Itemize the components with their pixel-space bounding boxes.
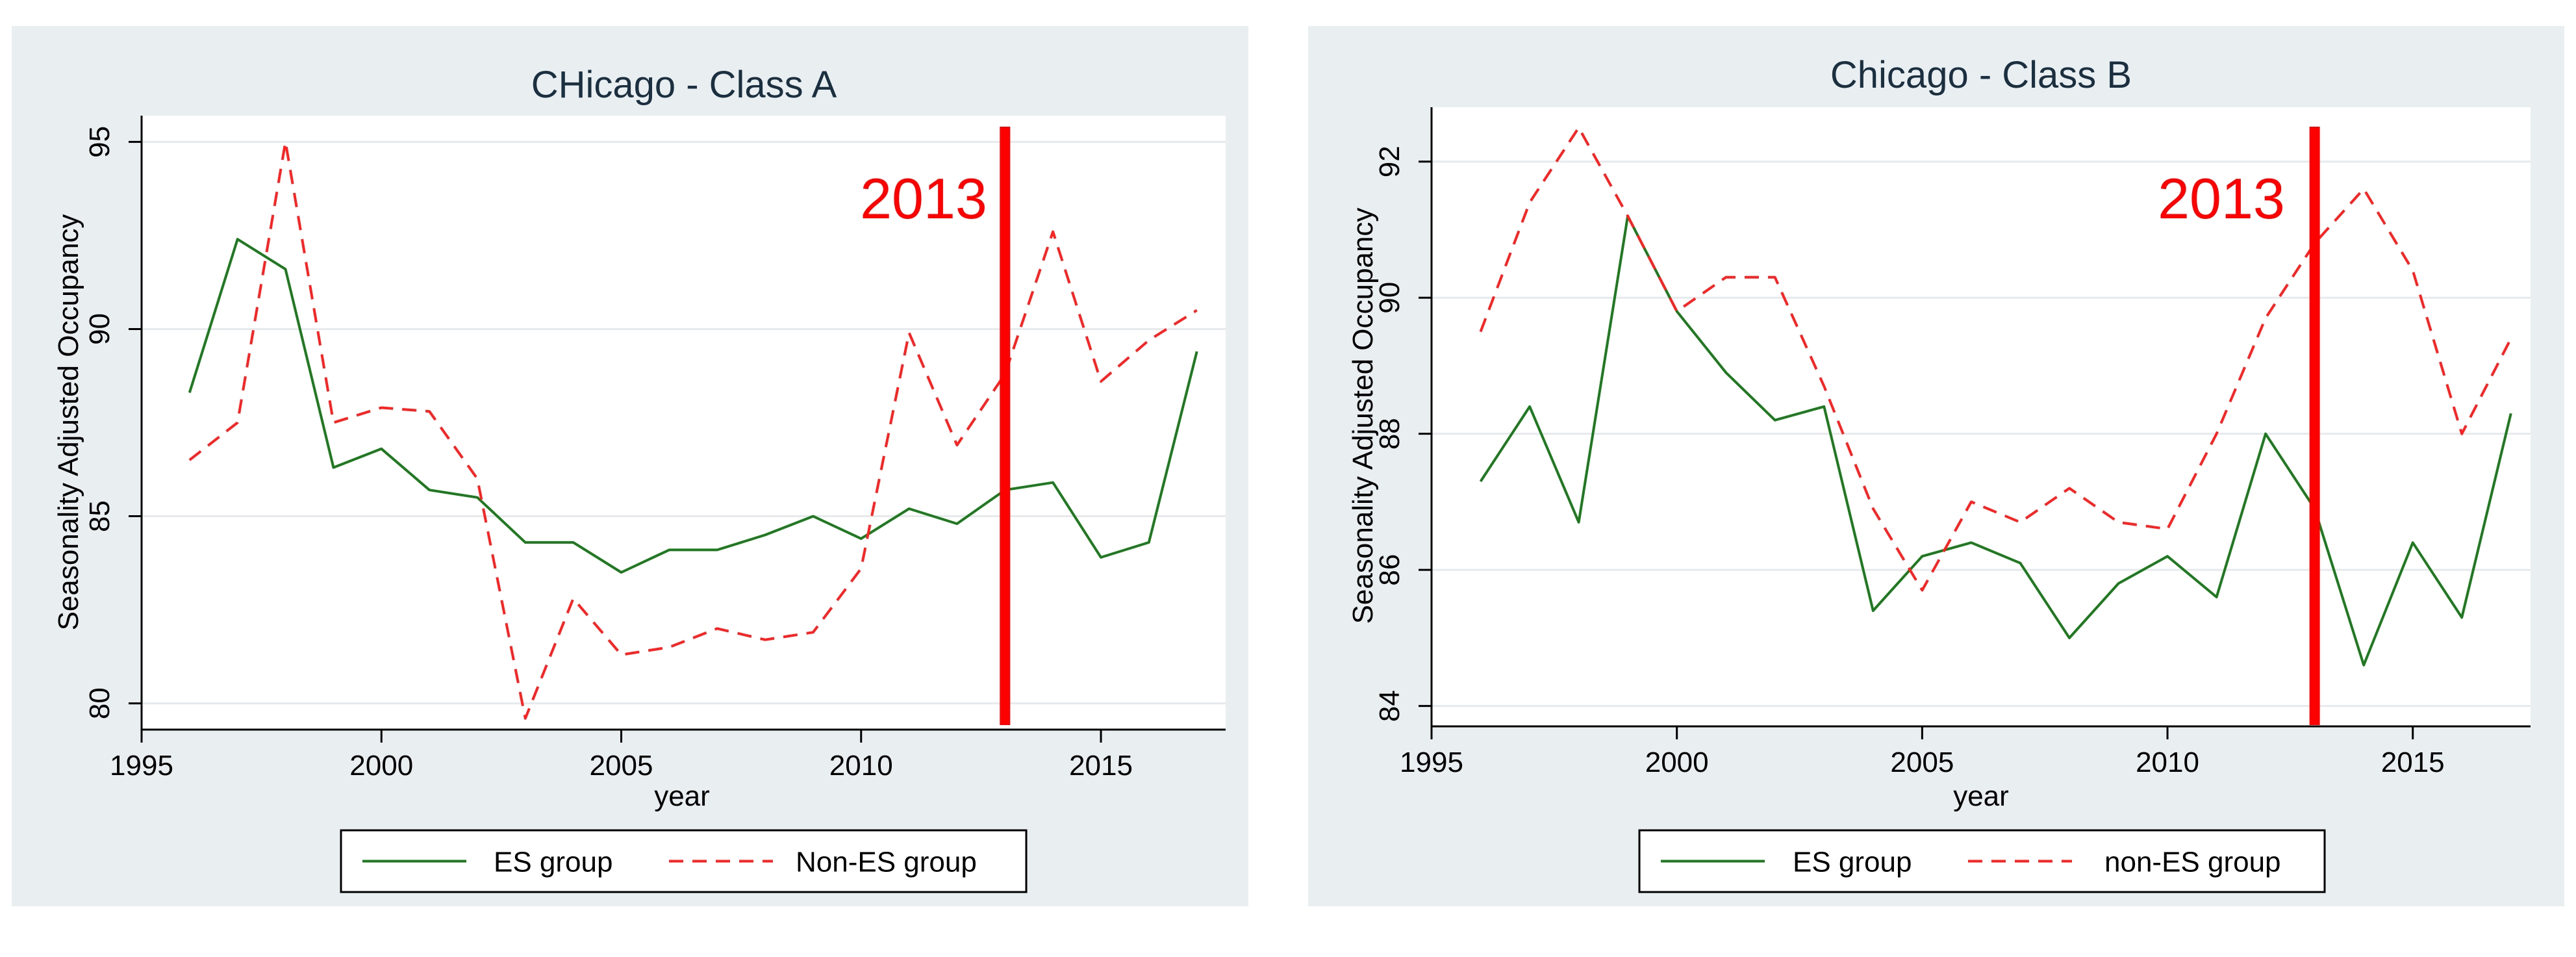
- chart1-xtick-label: 1995: [110, 750, 173, 782]
- chart1-x-axis-label: year: [654, 780, 710, 812]
- chart2-legend-label-non-es-group: non-ES group: [2104, 847, 2281, 878]
- chart2-xtick-label: 2000: [1645, 746, 1709, 778]
- chart1-legend-label-es-group: ES group: [494, 847, 612, 878]
- chart1-series-non-es-group-line: [188, 140, 1198, 720]
- chart1-xtick-label: 2000: [349, 750, 413, 782]
- chart2-xtick-label: 2015: [2381, 746, 2445, 778]
- chart2-plot-area: [1432, 107, 2531, 726]
- chart1-xtick-label: 2015: [1069, 750, 1133, 782]
- chart2-legend: ES group non-ES group: [1638, 829, 2326, 893]
- chart2-ytick-label: 90: [1374, 282, 1406, 314]
- chart1-ytick-label: 80: [84, 687, 116, 719]
- chart2-xtick-label: 2010: [2136, 746, 2199, 778]
- chart1-series-es-group-line: [188, 238, 1198, 574]
- chart1-ytick-label: 85: [84, 500, 116, 532]
- chart2-title: Chicago - Class B: [1830, 54, 2132, 96]
- chart2-series-non-es-group-line: [1479, 126, 2512, 592]
- chart2-ytick-label: 92: [1374, 146, 1406, 177]
- chart1-xtick-label: 2010: [829, 750, 893, 782]
- chart2-marker-label: 2013: [2158, 166, 2285, 231]
- chart2: Chicago - Class B 84 86 88 90 92 1995 2000 2005 2…: [1308, 26, 2564, 906]
- chart2-legend-label-es-group: ES group: [1793, 847, 1912, 878]
- chart2-y-axis-label: Seasonality Adjusted Occupancy: [1347, 208, 1379, 624]
- chart2-xtick-label: 2005: [1890, 746, 1954, 778]
- chart1: CHicago - Class A 80 85 90 95 1995 2000 2005 201…: [12, 26, 1248, 906]
- chart2-ytick-label: 84: [1374, 690, 1406, 722]
- chart1-plot-area: [142, 116, 1226, 730]
- chart1-ytick-label: 95: [84, 126, 116, 158]
- chart1-y-axis-label: Seasonality Adjusted Occupancy: [53, 214, 84, 631]
- chart2-ytick-label: 86: [1374, 554, 1406, 586]
- chart1-legend-label-non-es-group: Non-ES group: [796, 847, 977, 878]
- chart2-ytick-label: 88: [1374, 418, 1406, 450]
- chart1-legend: ES group Non-ES group: [340, 829, 1028, 893]
- chart1-marker-label: 2013: [860, 166, 987, 231]
- chart2-x-axis-label: year: [1953, 780, 2009, 812]
- chart1-title: CHicago - Class A: [531, 64, 837, 106]
- chart2-xtick-label: 1995: [1400, 746, 1463, 778]
- chart1-xtick-label: 2005: [590, 750, 653, 782]
- chart1-ytick-label: 90: [84, 313, 116, 345]
